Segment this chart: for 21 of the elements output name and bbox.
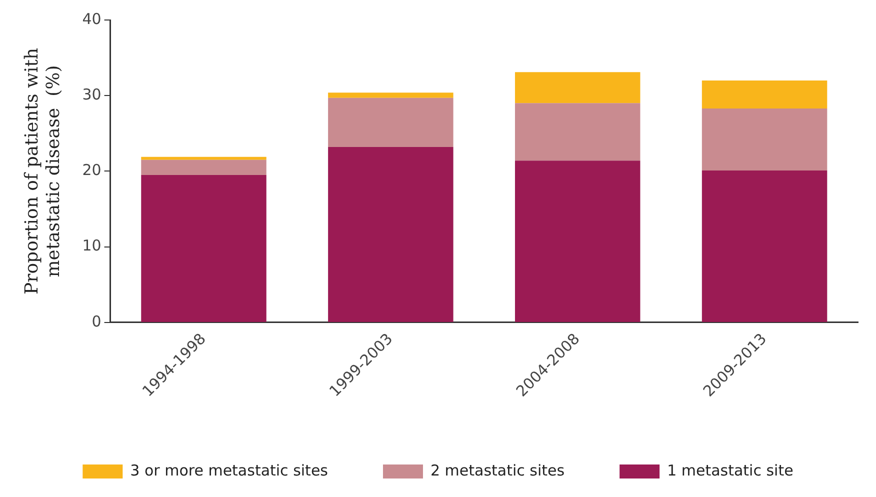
bar xyxy=(702,108,828,170)
y-tick-label: 10 xyxy=(82,236,102,255)
legend-label: 3 or more metastatic sites xyxy=(130,461,328,480)
y-tick-label: 20 xyxy=(82,161,102,180)
y-tick-label: 0 xyxy=(92,312,102,330)
bar xyxy=(328,92,454,98)
bar xyxy=(514,103,640,161)
bar xyxy=(328,147,454,322)
legend-label: 2 metastatic sites xyxy=(430,461,565,480)
bar xyxy=(702,170,828,322)
bar xyxy=(141,175,266,322)
bar xyxy=(328,98,454,148)
y-tick-label: 40 xyxy=(82,10,102,28)
y-tick-label: 30 xyxy=(82,86,102,104)
y-axis-title: Proportion of patients with metastatic disease (%) xyxy=(21,48,64,295)
bar xyxy=(702,80,828,108)
bar xyxy=(514,160,640,322)
legend-label: 1 metastatic site xyxy=(667,461,794,480)
bar xyxy=(141,156,266,160)
bar xyxy=(141,160,266,176)
bar xyxy=(514,72,640,104)
